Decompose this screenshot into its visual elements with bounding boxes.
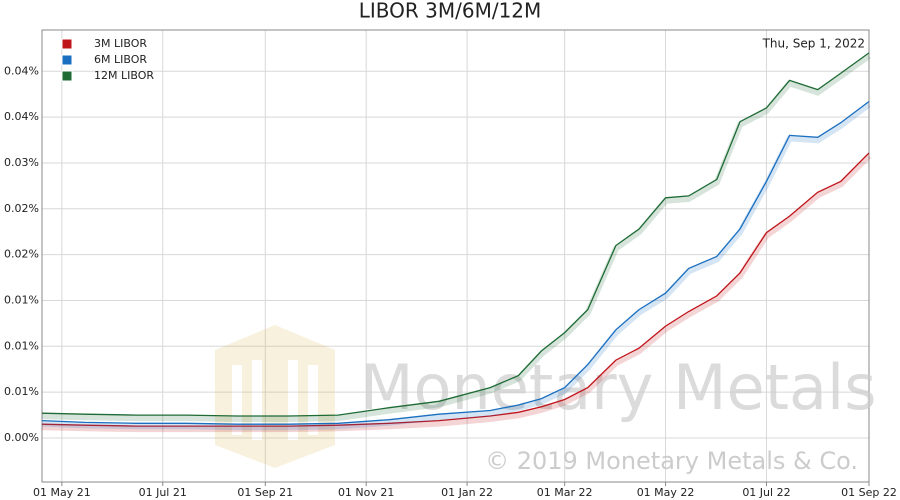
- x-tick-label: 01 Jul 22: [742, 486, 790, 499]
- x-tick-label: 01 Mar 22: [537, 486, 593, 499]
- legend-label: 12M LIBOR: [94, 69, 154, 82]
- x-tick-label: 01 May 21: [33, 486, 91, 499]
- date-annotation: Thu, Sep 1, 2022: [762, 37, 865, 51]
- x-tick-label: 01 Sep 22: [841, 486, 897, 499]
- legend-swatch: [61, 70, 73, 82]
- y-tick-label: 0.02%: [4, 202, 39, 215]
- series-line: [41, 152, 870, 427]
- x-tick-label: 01 Jan 22: [441, 486, 493, 499]
- y-tick-label: 0.01%: [4, 293, 39, 306]
- y-tick-label: 0.04%: [4, 110, 39, 123]
- x-tick-label: 01 Sep 21: [237, 486, 293, 499]
- watermark: Monetary Metals: [360, 351, 877, 424]
- series-line: [41, 100, 870, 425]
- y-tick-label: 0.01%: [4, 339, 39, 352]
- y-tick-label: 0.00%: [4, 431, 39, 444]
- y-tick-label: 0.02%: [4, 248, 39, 261]
- x-tick-label: 01 Nov 21: [338, 486, 394, 499]
- x-tick-label: 01 Jul 21: [139, 486, 187, 499]
- x-tick-label: 01 May 22: [637, 486, 695, 499]
- y-tick-label: 0.01%: [4, 385, 39, 398]
- line-shadow: [41, 102, 871, 431]
- y-tick-label: 0.03%: [4, 156, 39, 169]
- line-shadow: [41, 153, 872, 433]
- chart-title: LIBOR 3M/6M/12M: [359, 0, 542, 23]
- plot-frame: [41, 29, 870, 483]
- legend-label: 3M LIBOR: [94, 37, 147, 50]
- watermark-logo: [215, 325, 335, 468]
- legend-swatch: [61, 38, 73, 50]
- y-tick-label: 0.04%: [4, 64, 39, 77]
- series-line: [41, 52, 870, 417]
- legend-label: 6M LIBOR: [94, 53, 147, 66]
- line-shadow: [41, 53, 871, 422]
- watermark-copyright: © 2019 Monetary Metals & Co.: [485, 447, 858, 475]
- legend-swatch: [61, 54, 73, 66]
